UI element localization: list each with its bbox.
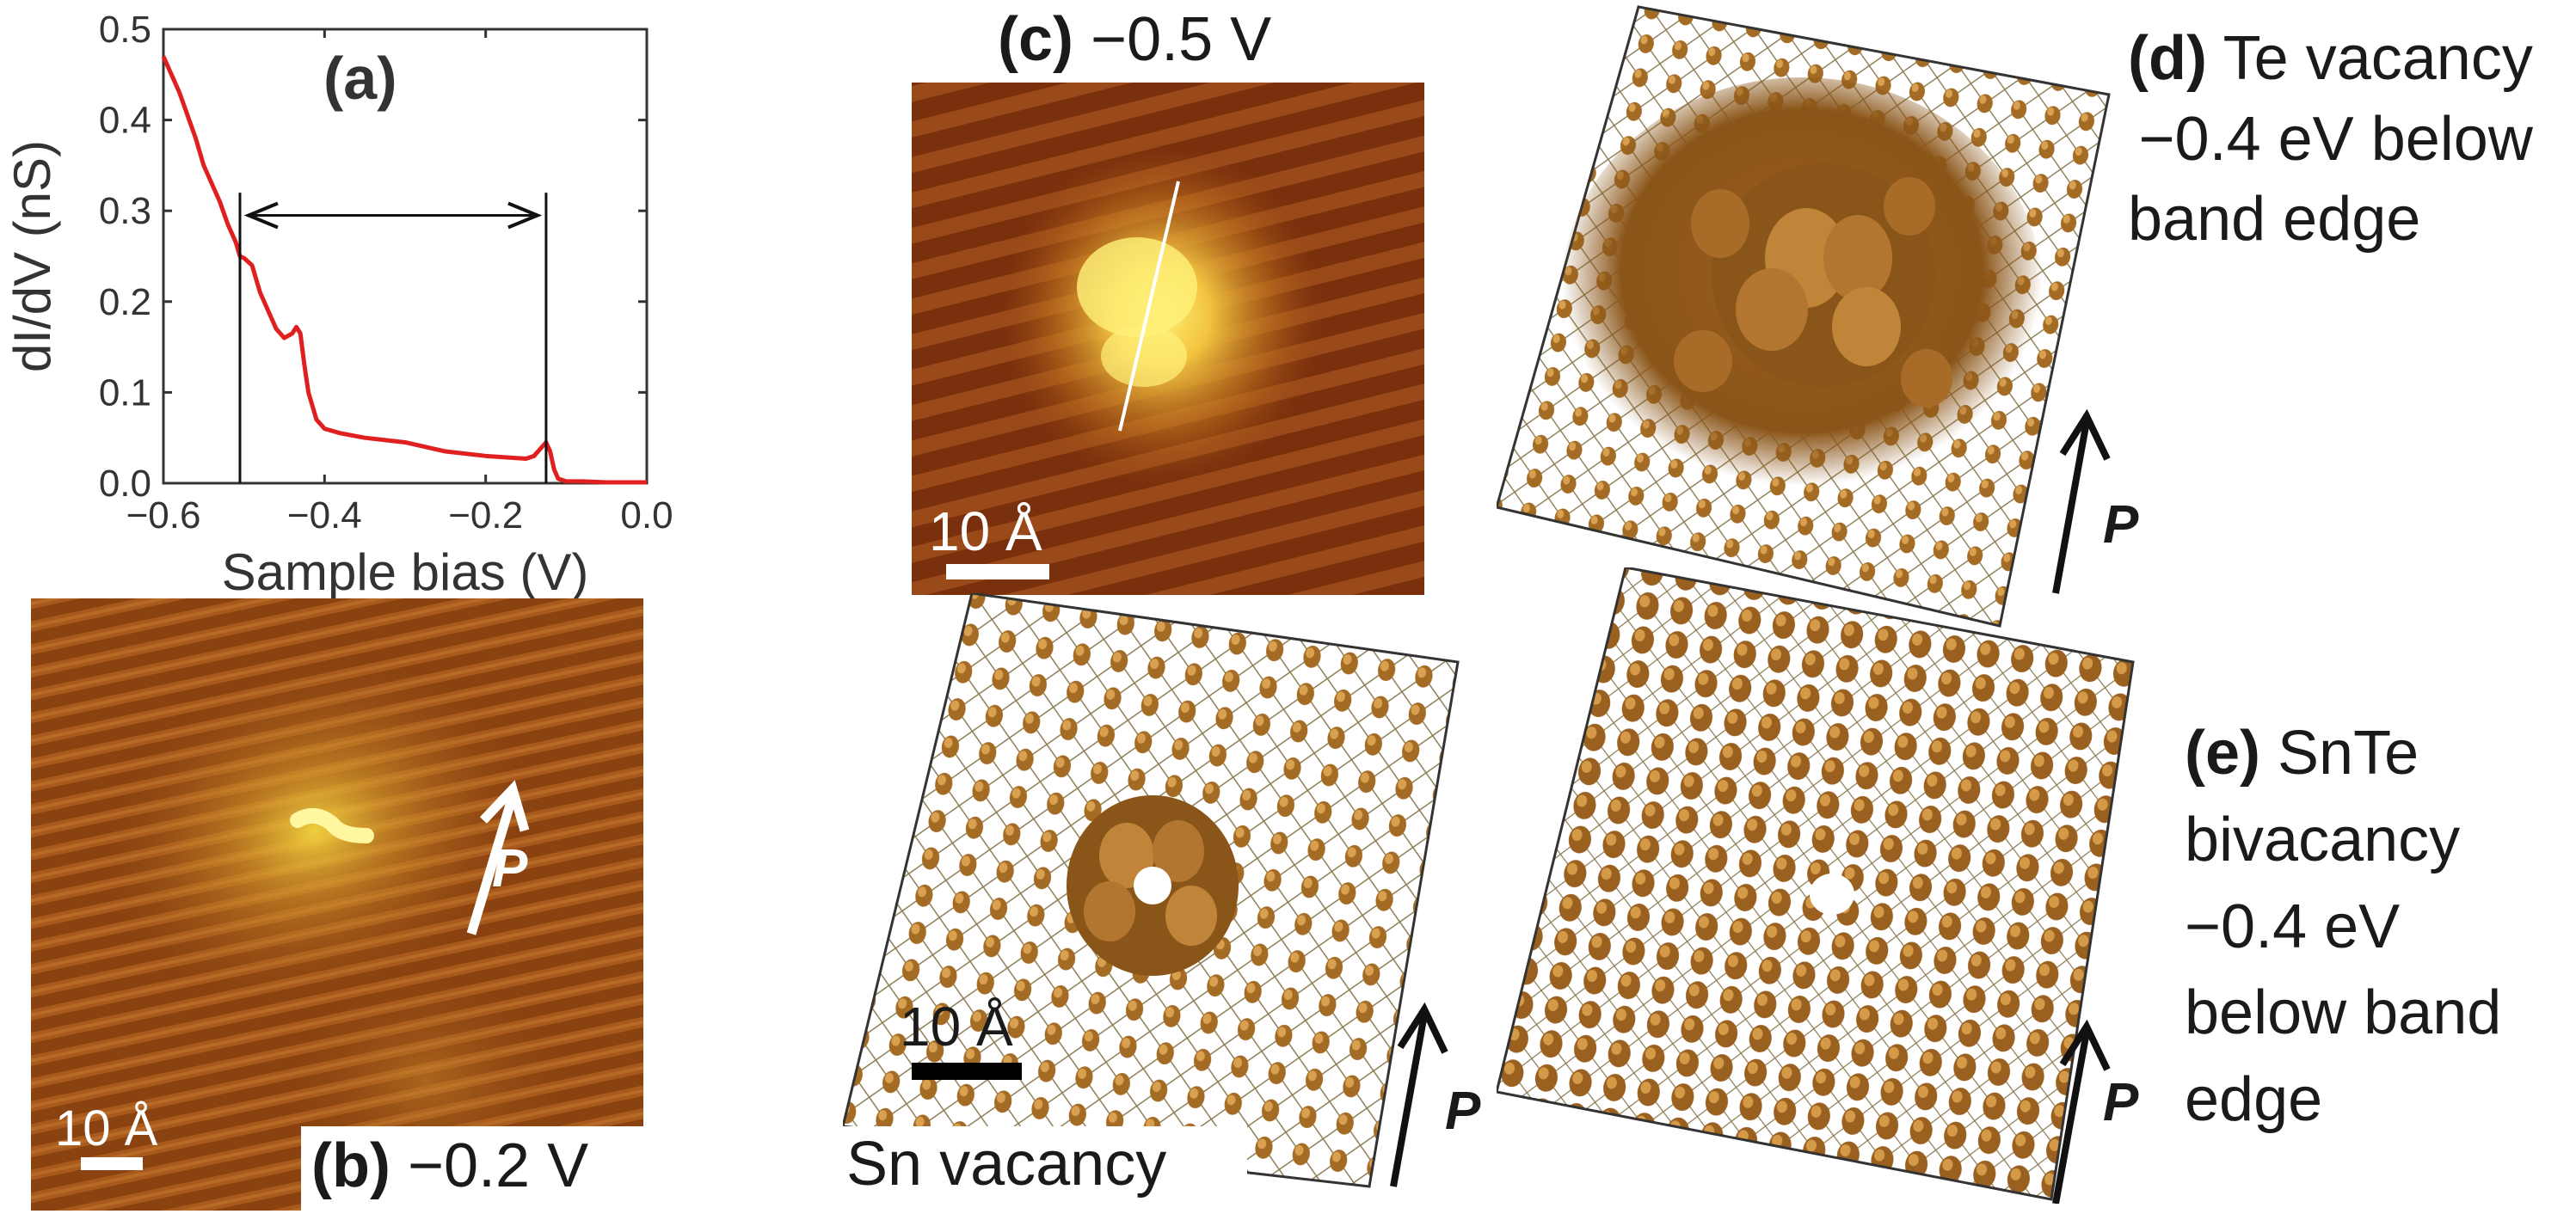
sn-arrow-label: P — [1445, 1082, 1481, 1141]
panel-d-label: (d) — [2128, 24, 2207, 93]
panel-e-line-3: −0.4 eV — [2185, 892, 2401, 961]
panel-b-bias: −0.2 V — [407, 1131, 589, 1200]
y-axis-title: dI/dV (nS) — [3, 140, 61, 372]
gap-arrow-head-right — [507, 201, 543, 230]
te-vacancy-simulation — [1497, 5, 2111, 628]
line-cut — [1118, 181, 1180, 432]
te-vacancy-cluster — [1561, 77, 2043, 507]
panel-c-caption: (c) −0.5 V — [998, 9, 1271, 71]
sn-vacancy-caption: Sn vacancy — [846, 1130, 1167, 1199]
x-axis-title: Sample bias (V) — [222, 543, 589, 601]
polarization-arrow-sn — [1390, 1002, 1448, 1187]
sn-scale-label: 10 Å — [900, 996, 1013, 1058]
panel-c-label: (c) — [998, 5, 1073, 74]
sn-caption-box — [843, 1126, 1247, 1212]
y-tick-label: 0.3 — [99, 190, 151, 232]
panel-b-caption-box — [301, 1126, 645, 1212]
scale-bar-c — [946, 564, 1049, 579]
panel-e-arrow-label: P — [2103, 1073, 2139, 1132]
panel-d-line-1: Te vacancy — [2222, 24, 2533, 93]
panel-c-bias: −0.5 V — [1091, 5, 1272, 74]
polarization-arrow-d — [2052, 408, 2111, 594]
snte-bivacancy-simulation — [1497, 567, 2135, 1204]
sn-vacancy-cluster — [1067, 795, 1239, 976]
polarization-arrow-e — [2052, 1019, 2111, 1204]
plot-frame — [162, 28, 649, 485]
x-tick-label: −0.6 — [126, 494, 201, 536]
sn-vacancy-simulation — [843, 593, 1460, 1188]
x-tick-label: −0.4 — [287, 494, 362, 536]
panel-d-caption: (d) Te vacancy −0.4 eV below band edge — [2128, 19, 2533, 261]
scale-bar-sn — [912, 1063, 1022, 1080]
panel-d-line-2: −0.4 eV below — [2138, 104, 2533, 174]
panel-d-arrow-label: P — [2103, 495, 2139, 555]
x-tick-label: 0.0 — [620, 494, 673, 536]
polarization-arrow-b — [466, 780, 530, 935]
panel-b-arrow-label: P — [492, 839, 528, 898]
panel-e-line-5: edge — [2185, 1065, 2323, 1135]
gap-arrow-head-left — [243, 201, 279, 230]
y-tick-label: 0.4 — [99, 100, 151, 142]
y-tick-label: 0.2 — [99, 281, 151, 323]
panel-b-label: (b) — [311, 1131, 390, 1200]
panel-b-scale-label: 10 Å — [55, 1101, 158, 1156]
y-tick-label: 0.0 — [99, 463, 151, 505]
panel-d-line-3: band edge — [2128, 185, 2421, 254]
panel-e-line-1: SnTe — [2278, 719, 2419, 788]
panel-e-line-4: below band — [2185, 978, 2502, 1048]
panel-d-caption-box — [2124, 9, 2576, 267]
stm-image-b — [31, 598, 643, 1211]
spectrum-chart: −0.6 −0.4 −0.2 0.0 0.0 0.1 0.2 0.3 0.4 0.5 Sample … — [3, 9, 673, 601]
panel-a-label: (a) — [323, 45, 397, 112]
bivacancy-site — [1810, 874, 1854, 915]
panel-e-caption: (e) SnTe bivacancy −0.4 eV below band ed… — [2185, 710, 2501, 1143]
panel-e-line-2: bivacancy — [2185, 805, 2461, 874]
y-tick-label: 0.1 — [99, 371, 151, 414]
panel-e-caption-box — [2167, 696, 2576, 1186]
y-tick-label: 0.5 — [99, 9, 151, 51]
stm-image-c — [912, 83, 1424, 595]
panel-b-caption: (b) −0.2 V — [311, 1135, 588, 1197]
didv-series-line — [161, 55, 647, 485]
scale-bar-b — [81, 1157, 143, 1170]
panel-e-label: (e) — [2185, 719, 2260, 788]
x-tick-label: −0.2 — [448, 494, 523, 536]
panel-c-scale-label: 10 Å — [929, 500, 1042, 562]
